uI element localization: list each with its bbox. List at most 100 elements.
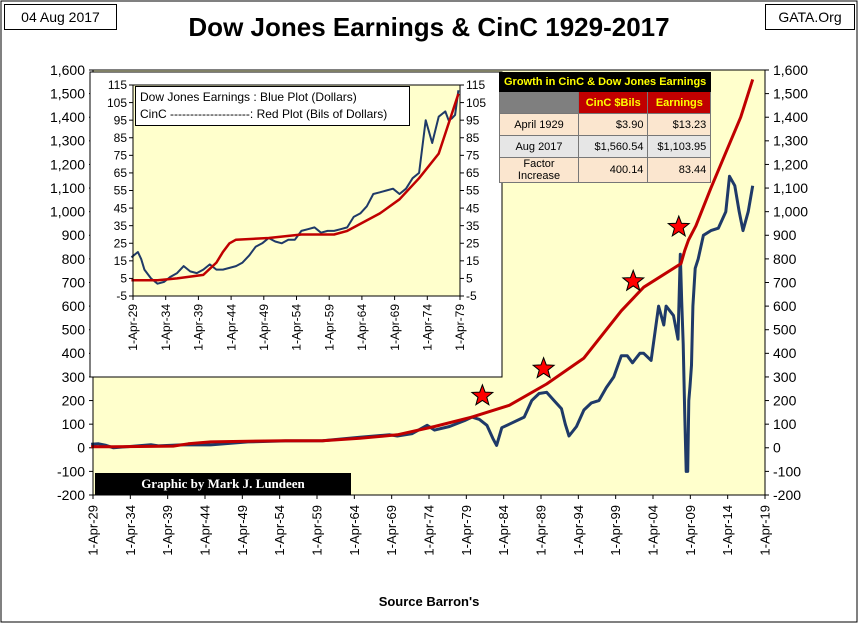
left-y-tick-label: 700 (62, 274, 86, 290)
chart-title: Dow Jones Earnings & CinC 1929-2017 (188, 12, 670, 42)
left-y-tick-label: 15 (114, 254, 128, 268)
left-y-tick-label: 1,500 (50, 86, 85, 102)
series-line-cinc (91, 78, 755, 449)
growth-cell-cinc: $3.90 (577, 113, 649, 136)
left-y-tick-label: 75 (114, 149, 128, 163)
left-y-tick-label: 300 (62, 369, 86, 385)
x-tick-label: 1-Apr-39 (192, 304, 206, 351)
growth-row-label: Factor Increase (499, 157, 579, 183)
right-y-tick-label: 25 (466, 236, 480, 250)
right-y-tick-label: 1,300 (773, 133, 808, 149)
right-y-tick-label: 45 (466, 201, 480, 215)
x-tick-label: 1-Apr-29 (126, 304, 140, 351)
x-tick-label: 1-Apr-09 (683, 505, 698, 556)
plot-border (132, 84, 461, 297)
right-y-tick-label: 1,200 (773, 156, 808, 172)
right-y-tick-label: 1,600 (773, 62, 808, 78)
peak-star-icon (470, 383, 495, 406)
growth-cell-earnings: 83.44 (647, 157, 712, 183)
right-y-tick-label: 15 (466, 254, 480, 268)
left-y-tick-label: 35 (114, 219, 128, 233)
right-y-tick-label: 95 (466, 113, 480, 127)
growth-cell-earnings: $1,103.95 (647, 135, 712, 158)
right-y-tick-label: 105 (466, 96, 486, 110)
growth-table-corner (499, 91, 579, 114)
x-tick-label: 1-Apr-19 (758, 505, 773, 556)
x-tick-label: 1-Apr-04 (646, 505, 661, 556)
inset-legend-earnings: Dow Jones Earnings : Blue Plot (Dollars) (140, 90, 357, 104)
x-tick-label: 1-Apr-14 (720, 505, 735, 556)
left-y-tick-label: 1,300 (50, 133, 85, 149)
right-y-tick-label: 400 (773, 345, 797, 361)
x-tick-label: 1-Apr-84 (496, 505, 511, 556)
peak-star-icon (666, 214, 691, 238)
peak-star-icon (531, 356, 556, 379)
x-tick-label: 1-Apr-49 (235, 505, 250, 556)
right-y-tick-label: 1,000 (773, 204, 808, 220)
right-y-tick-label: 700 (773, 274, 797, 290)
left-y-tick-label: -100 (57, 463, 85, 479)
x-axis-label: Source Barron's (378, 594, 480, 609)
x-tick-label: 1-Apr-34 (159, 304, 173, 351)
site-label: GATA.Org (765, 4, 855, 30)
growth-table-title: Growth in CinC & Dow Jones Earnings (498, 72, 712, 92)
left-y-tick-label: 900 (62, 227, 86, 243)
left-y-tick-label: 105 (107, 96, 127, 110)
right-y-tick-label: -200 (773, 487, 801, 503)
x-tick-label: 1-Apr-79 (459, 505, 474, 556)
x-tick-label: 1-Apr-54 (272, 505, 287, 556)
left-y-tick-label: 1,600 (50, 62, 85, 78)
right-y-tick-label: 1,500 (773, 86, 808, 102)
x-tick-label: 1-Apr-74 (421, 304, 435, 351)
growth-cell-earnings: $13.23 (647, 113, 712, 136)
right-y-tick-label: 200 (773, 392, 797, 408)
x-tick-label: 1-Apr-59 (310, 505, 325, 556)
right-y-tick-label: 1,400 (773, 109, 808, 125)
x-tick-label: 1-Apr-99 (608, 505, 623, 556)
growth-row-label: Aug 2017 (499, 135, 579, 158)
left-y-tick-label: 85 (114, 131, 128, 145)
left-y-tick-label: 800 (62, 251, 86, 267)
left-y-tick-label: 5 (120, 272, 127, 286)
left-y-tick-label: 55 (114, 184, 128, 198)
x-tick-label: 1-Apr-69 (388, 304, 402, 351)
growth-row-label: April 1929 (499, 113, 579, 136)
growth-table-col-cinc: CinC $Bils (577, 91, 649, 114)
left-y-tick-label: 600 (62, 298, 86, 314)
inset-legend-cinc: CinC --------------------: Red Plot (Bil… (140, 107, 388, 121)
right-y-tick-label: 55 (466, 184, 480, 198)
left-y-tick-label: 1,200 (50, 156, 85, 172)
right-y-tick-label: 115 (466, 78, 485, 92)
right-y-tick-label: 1,100 (773, 180, 808, 196)
x-tick-label: 1-Apr-94 (571, 505, 586, 556)
left-y-tick-label: 200 (62, 392, 86, 408)
x-tick-label: 1-Apr-59 (322, 304, 336, 351)
inset-legend: Dow Jones Earnings : Blue Plot (Dollars)… (135, 86, 410, 126)
right-y-tick-label: -100 (773, 463, 801, 479)
right-y-tick-label: -5 (466, 289, 477, 303)
right-y-tick-label: 300 (773, 369, 797, 385)
date-label: 04 Aug 2017 (4, 4, 117, 30)
right-y-tick-label: 85 (466, 131, 480, 145)
left-y-tick-label: 45 (114, 201, 128, 215)
left-y-tick-label: 1,400 (50, 109, 85, 125)
left-y-tick-label: 100 (62, 416, 86, 432)
right-y-tick-label: 0 (773, 440, 781, 456)
left-y-tick-label: 1,000 (50, 204, 85, 220)
x-tick-label: 1-Apr-64 (347, 505, 362, 556)
right-y-tick-label: 500 (773, 322, 797, 338)
left-y-tick-label: 1,100 (50, 180, 85, 196)
x-tick-label: 1-Apr-29 (86, 505, 101, 556)
x-tick-label: 1-Apr-39 (160, 505, 175, 556)
right-y-tick-label: 75 (466, 149, 480, 163)
x-tick-label: 1-Apr-49 (257, 304, 271, 351)
right-y-tick-label: 5 (466, 272, 473, 286)
x-tick-label: 1-Apr-34 (123, 505, 138, 556)
left-y-tick-label: 25 (114, 236, 128, 250)
x-tick-label: 1-Apr-44 (224, 304, 238, 351)
left-y-tick-label: 400 (62, 345, 86, 361)
x-tick-label: 1-Apr-79 (453, 304, 467, 351)
